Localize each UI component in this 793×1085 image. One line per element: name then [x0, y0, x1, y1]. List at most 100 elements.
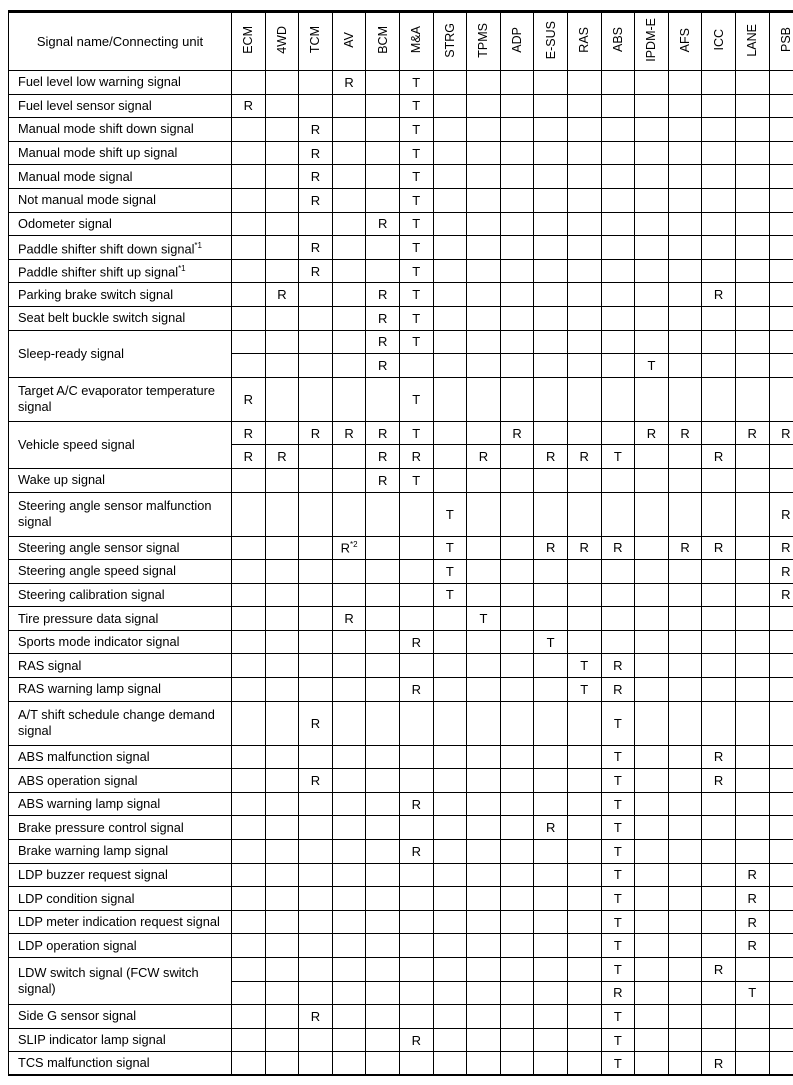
- cell-value: R: [411, 634, 421, 650]
- header-unit-psb: PSB: [768, 11, 793, 71]
- cell-adp: [499, 980, 535, 1006]
- cell-esus: [533, 1004, 568, 1029]
- cell-tpms: [466, 535, 501, 561]
- cell-tpms: [466, 235, 501, 260]
- table-row: A/T shift schedule change demand signal R…: [8, 700, 793, 746]
- cell-bcm: [365, 933, 400, 958]
- table-row: Steering angle sensor malfunction signal…: [8, 491, 793, 537]
- cell-icc: [701, 559, 736, 584]
- header-unit-label: ADP: [510, 27, 525, 53]
- signal-name: Manual mode shift up signal: [8, 140, 232, 166]
- cell-av: [331, 839, 367, 864]
- cell-tpms: [466, 1004, 501, 1029]
- cell-ma: T: [398, 187, 434, 213]
- cell-value: R: [713, 449, 724, 465]
- cell-av: R*2: [331, 535, 367, 561]
- cell-ma: T: [398, 420, 434, 446]
- cell-tpms: [466, 329, 501, 355]
- cell-tpms: R: [466, 444, 501, 469]
- cell-bcm: [365, 559, 400, 584]
- cell-afs: [667, 744, 703, 770]
- cell-adp: [499, 140, 535, 166]
- header-unit-label: BCM: [375, 26, 390, 54]
- cell-tcm: [298, 211, 333, 237]
- cell-adp: [499, 653, 535, 679]
- cell-psb: [768, 467, 793, 493]
- cell-tpms: [466, 886, 501, 911]
- header-unit-strg: STRG: [432, 11, 468, 71]
- cell-icc: [701, 117, 736, 142]
- header-unit-label: ABS: [610, 27, 625, 53]
- cell-4wd: [264, 1051, 300, 1076]
- table-row: Manual mode shift down signal R T: [8, 117, 793, 142]
- cell-esus: T: [533, 629, 568, 655]
- cell-afs: [667, 258, 703, 284]
- cell-abs: [600, 70, 636, 95]
- cell-ma: T: [398, 235, 434, 260]
- cell-value: T: [613, 796, 622, 812]
- cell-ras: [566, 886, 602, 911]
- cell-ipdme: [634, 862, 669, 888]
- cell-adp: [499, 535, 535, 561]
- cell-ras: [566, 258, 602, 284]
- cell-bcm: [365, 1051, 400, 1076]
- cell-ma: [398, 535, 434, 561]
- cell-abs: [600, 211, 636, 237]
- cell-esus: [533, 606, 568, 631]
- signal-name-text: LDP condition signal: [18, 890, 135, 906]
- cell-ecm: R: [231, 420, 266, 446]
- cell-ipdme: [634, 376, 669, 422]
- cell-4wd: [264, 1027, 300, 1053]
- cell-tpms: [466, 305, 501, 331]
- cell-strg: T: [432, 535, 468, 561]
- cell-esus: [533, 839, 568, 864]
- cell-adp: [499, 839, 535, 864]
- cell-ipdme: [634, 491, 669, 537]
- header-unit-label: M&A: [409, 26, 424, 54]
- table-row: Brake pressure control signal R T: [8, 815, 793, 841]
- cell-strg: [432, 1004, 468, 1029]
- cell-value: R: [545, 449, 556, 465]
- cell-4wd: [264, 1004, 300, 1029]
- cell-4wd: [264, 235, 300, 260]
- cell-value: R: [747, 891, 757, 907]
- cell-psb: [768, 187, 793, 213]
- cell-abs: [600, 140, 636, 166]
- cell-av: [331, 117, 367, 142]
- cell-icc: [701, 376, 736, 422]
- cell-value: R: [310, 425, 321, 441]
- cell-tpms: [466, 629, 501, 655]
- cell-psb: [768, 839, 793, 864]
- signal-name: LDP operation signal: [8, 933, 232, 958]
- cell-value: R: [781, 506, 791, 522]
- cell-lane: [734, 444, 770, 469]
- cell-icc: [701, 187, 736, 213]
- cell-afs: [667, 117, 703, 142]
- cell-av: [331, 467, 367, 493]
- table-row: Steering angle speed signal T R: [8, 559, 793, 584]
- cell-bcm: [365, 1027, 400, 1053]
- header-unit-tcm: TCM: [298, 11, 333, 71]
- cell-ras: [566, 980, 602, 1006]
- cell-value: R: [747, 425, 757, 441]
- cell-av: [331, 768, 367, 793]
- cell-ras: [566, 606, 602, 631]
- cell-value: T: [580, 681, 589, 697]
- cell-lane: R: [734, 862, 770, 888]
- cell-adp: [499, 886, 535, 911]
- cell-strg: [432, 700, 468, 746]
- signal-name: TCS malfunction signal: [8, 1051, 232, 1076]
- cell-strg: T: [432, 491, 468, 537]
- cell-4wd: [264, 700, 300, 746]
- cell-afs: [667, 768, 703, 793]
- cell-4wd: [264, 140, 300, 166]
- table-row: LDP buzzer request signal T R: [8, 862, 793, 888]
- cell-bcm: R: [365, 329, 400, 355]
- signal-name-text: Manual mode shift up signal: [18, 145, 178, 161]
- cell-psb: [768, 700, 793, 746]
- cell-value: T: [479, 611, 488, 627]
- cell-value: R: [747, 914, 757, 930]
- cell-bcm: [365, 791, 400, 817]
- cell-lane: [734, 282, 770, 307]
- cell-ipdme: [634, 535, 669, 561]
